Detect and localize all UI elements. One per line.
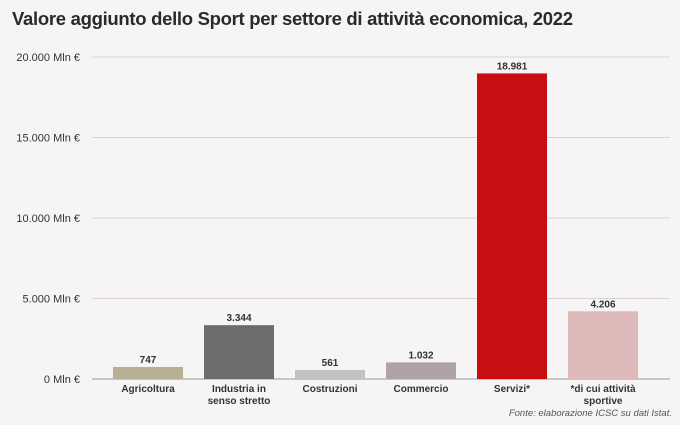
y-tick-label: 15.000 Mln €: [16, 133, 80, 145]
x-tick-label: Costruzioni: [303, 384, 358, 395]
y-tick-label: 5.000 Mln €: [23, 294, 80, 306]
value-labels: 747 3.344 561 1.032 18.981 4.206: [140, 61, 616, 369]
data-label: 4.206: [590, 299, 615, 310]
x-tick-label: Industria in senso stretto: [208, 384, 271, 407]
y-axis: 0 Mln € 5.000 Mln € 10.000 Mln € 15.000 Mln…: [16, 52, 80, 386]
source-note: Fonte: elaborazione ICSC su dati Istat.: [508, 408, 672, 419]
bar: [568, 311, 638, 379]
y-tick-label: 10.000 Mln €: [16, 213, 80, 225]
data-label: 18.981: [497, 61, 528, 72]
x-tick-label: Agricoltura: [121, 384, 175, 395]
y-tick-label: 20.000 Mln €: [16, 52, 80, 64]
bar: [295, 369, 365, 379]
bars: [113, 73, 638, 380]
data-label: 561: [322, 358, 339, 369]
x-axis: Agricoltura Industria in senso stretto Cost…: [121, 384, 636, 407]
x-tick-label: Servizi*: [494, 384, 530, 395]
x-tick-label: *di cui attività sportive: [570, 384, 635, 407]
x-tick-label: Commercio: [393, 384, 448, 395]
data-label: 747: [140, 355, 157, 366]
data-label: 3.344: [226, 313, 251, 324]
bar: [113, 366, 183, 379]
bar: [386, 362, 456, 379]
y-tick-label: 0 Mln €: [44, 374, 80, 386]
data-label: 1.032: [408, 350, 433, 361]
bar: [477, 73, 547, 380]
bar: [204, 325, 274, 379]
chart-title: Valore aggiunto dello Sport per settore …: [12, 8, 573, 29]
